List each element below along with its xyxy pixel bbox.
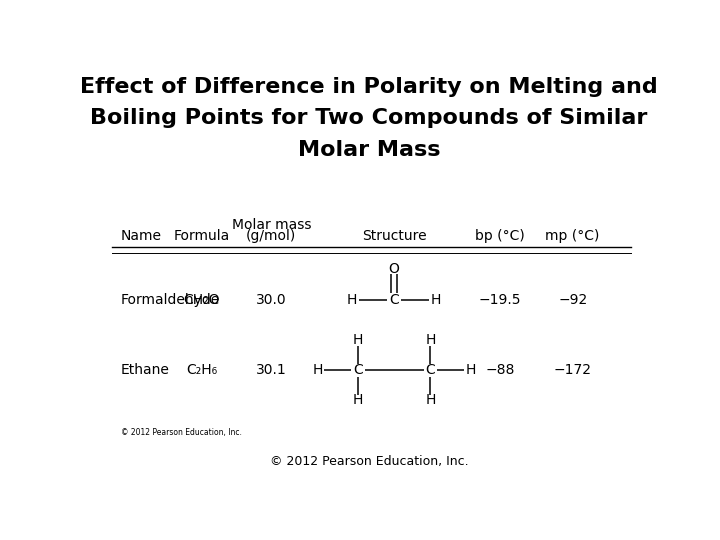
Text: Formula: Formula — [174, 229, 230, 243]
Text: −172: −172 — [554, 363, 592, 377]
Text: H: H — [353, 393, 363, 407]
Text: bp (°C): bp (°C) — [475, 229, 525, 243]
Text: O: O — [389, 261, 400, 275]
Text: Ethane: Ethane — [121, 363, 170, 377]
Text: H: H — [347, 293, 357, 307]
Text: C: C — [353, 363, 363, 377]
Text: © 2012 Pearson Education, Inc.: © 2012 Pearson Education, Inc. — [121, 428, 242, 437]
Text: 30.0: 30.0 — [256, 293, 287, 307]
Text: mp (°C): mp (°C) — [546, 229, 600, 243]
Text: H: H — [426, 393, 436, 407]
Text: CH₂O: CH₂O — [184, 293, 220, 307]
Text: H: H — [312, 363, 323, 377]
Text: −88: −88 — [485, 363, 515, 377]
Text: 30.1: 30.1 — [256, 363, 287, 377]
Text: Molar Mass: Molar Mass — [298, 140, 440, 160]
Text: Structure: Structure — [361, 229, 426, 243]
Text: Name: Name — [121, 229, 162, 243]
Text: H: H — [465, 363, 476, 377]
Text: C: C — [426, 363, 436, 377]
Text: Boiling Points for Two Compounds of Similar: Boiling Points for Two Compounds of Simi… — [90, 109, 648, 129]
Text: © 2012 Pearson Education, Inc.: © 2012 Pearson Education, Inc. — [270, 455, 468, 468]
Text: (g/mol): (g/mol) — [246, 229, 297, 243]
Text: Molar mass: Molar mass — [232, 218, 311, 232]
Text: −19.5: −19.5 — [479, 293, 521, 307]
Text: −92: −92 — [558, 293, 588, 307]
Text: Formaldehyde: Formaldehyde — [121, 293, 220, 307]
Text: C₂H₆: C₂H₆ — [186, 363, 217, 377]
Text: C: C — [390, 293, 399, 307]
Text: H: H — [353, 334, 363, 347]
Text: H: H — [426, 334, 436, 347]
Text: Effect of Difference in Polarity on Melting and: Effect of Difference in Polarity on Melt… — [80, 77, 658, 97]
Text: H: H — [431, 293, 441, 307]
